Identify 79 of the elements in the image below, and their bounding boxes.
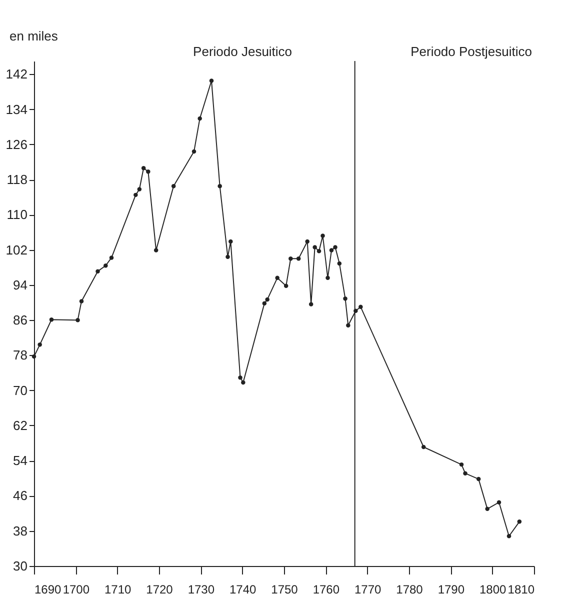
point [134,192,138,198]
x-tick-label: 1750 [271,582,298,596]
x-tick-label: 1790 [438,582,465,596]
point [209,78,214,83]
y-tick-label: 134 [6,102,28,117]
x-tick-label: 1770 [354,582,382,596]
y-tick-label: 78 [13,348,28,363]
x-tick-label: 1700 [62,582,90,596]
point [192,149,196,154]
x-tick-label: 1730 [188,582,215,596]
point [96,269,100,274]
point [262,301,267,306]
x-tick-label: 1690 [34,582,62,596]
point [517,520,522,524]
text: Periodo Jesuitico [193,44,292,59]
point [463,471,468,476]
y-axis-title: en miles [10,28,58,44]
x-tick-label: 1810 [508,582,535,596]
point [333,245,338,250]
point [171,184,176,188]
point [109,256,114,260]
point [226,254,230,259]
y-tick-label: 54 [13,453,28,468]
y-tick-label: 46 [13,488,28,504]
y-tick-label: 118 [6,172,28,188]
point [218,184,222,188]
point [312,245,317,250]
x-tick-label: 1740 [229,582,257,596]
point [79,299,84,304]
point [288,256,293,261]
y-tick-label: 38 [13,523,28,538]
point [38,342,42,347]
point [198,116,202,121]
point [496,500,502,504]
point [241,380,246,385]
point [320,234,325,238]
y-tick-label: 110 [6,207,28,222]
y-tick-label: 102 [6,242,28,258]
point [76,318,80,322]
y-tick-label: 94 [13,277,28,292]
point [238,375,242,380]
y-tick-label: 30 [13,558,28,574]
point [337,261,342,266]
point [296,256,301,261]
point [305,239,310,244]
point [275,276,280,280]
point [476,476,481,482]
x-tick-label: 1720 [146,582,174,596]
point [141,166,146,170]
point [49,318,54,322]
x-tick-label: 1800 [479,582,507,596]
point [343,296,348,301]
point [358,304,363,310]
text: Periodo Postjesuitico [410,44,532,59]
point [32,354,36,359]
x-tick-label: 1760 [312,582,340,596]
y-tick-label: 126 [6,136,28,152]
point [326,276,330,280]
x-tick-label: 1780 [396,582,424,596]
point [146,170,150,174]
point [228,239,233,244]
x-tick-label: 1710 [104,582,132,596]
y-tick-label: 70 [13,382,28,398]
point [137,187,142,192]
point [485,506,490,512]
point [154,248,158,252]
point [329,248,334,252]
point [459,462,464,467]
point [346,323,350,328]
point [265,297,270,302]
point [104,264,108,268]
y-tick-label: 86 [13,312,28,328]
point [316,249,322,254]
point [308,302,314,306]
y-tick-label: 142 [6,66,28,82]
point [506,534,512,538]
y-tick-label: 62 [13,418,28,433]
point [284,284,288,288]
point [421,444,426,450]
